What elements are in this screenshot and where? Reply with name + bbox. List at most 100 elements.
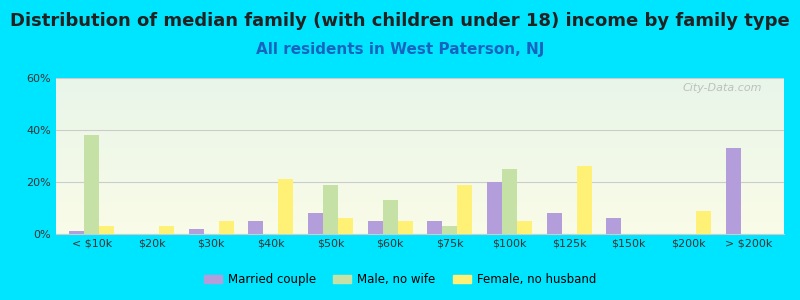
- Bar: [56, 164, 784, 165]
- Bar: [56, 211, 784, 212]
- Bar: [56, 145, 784, 147]
- Bar: [56, 140, 784, 142]
- Bar: [56, 196, 784, 198]
- Bar: [56, 231, 784, 232]
- Bar: [56, 169, 784, 170]
- Bar: [517, 221, 532, 234]
- Bar: [278, 179, 293, 234]
- Bar: [427, 221, 442, 234]
- Bar: [56, 232, 784, 234]
- Bar: [487, 182, 502, 234]
- Bar: [56, 92, 784, 94]
- Bar: [696, 211, 711, 234]
- Bar: [56, 225, 784, 226]
- Bar: [70, 231, 84, 234]
- Bar: [56, 80, 784, 81]
- Bar: [56, 151, 784, 153]
- Bar: [323, 184, 338, 234]
- Bar: [56, 181, 784, 182]
- Bar: [56, 167, 784, 169]
- Bar: [56, 217, 784, 218]
- Bar: [308, 213, 323, 234]
- Bar: [577, 167, 591, 234]
- Bar: [56, 182, 784, 184]
- Bar: [56, 114, 784, 116]
- Bar: [368, 221, 382, 234]
- Bar: [84, 135, 99, 234]
- Bar: [56, 86, 784, 87]
- Text: City-Data.com: City-Data.com: [682, 83, 762, 93]
- Bar: [56, 201, 784, 203]
- Bar: [56, 106, 784, 108]
- Bar: [547, 213, 562, 234]
- Bar: [56, 117, 784, 118]
- Bar: [56, 94, 784, 95]
- Bar: [56, 98, 784, 100]
- Bar: [56, 95, 784, 97]
- Bar: [159, 226, 174, 234]
- Bar: [56, 131, 784, 133]
- Bar: [56, 214, 784, 215]
- Bar: [56, 154, 784, 156]
- Bar: [56, 229, 784, 231]
- Bar: [56, 172, 784, 173]
- Bar: [56, 150, 784, 151]
- Bar: [56, 83, 784, 84]
- Bar: [56, 175, 784, 176]
- Bar: [56, 120, 784, 122]
- Bar: [382, 200, 398, 234]
- Bar: [56, 143, 784, 145]
- Bar: [56, 194, 784, 195]
- Bar: [56, 208, 784, 209]
- Bar: [99, 226, 114, 234]
- Bar: [56, 116, 784, 117]
- Bar: [56, 148, 784, 150]
- Bar: [56, 159, 784, 161]
- Bar: [56, 109, 784, 111]
- Bar: [56, 89, 784, 91]
- Text: All residents in West Paterson, NJ: All residents in West Paterson, NJ: [256, 42, 544, 57]
- Bar: [56, 134, 784, 136]
- Bar: [442, 226, 458, 234]
- Bar: [249, 221, 263, 234]
- Bar: [56, 187, 784, 189]
- Bar: [56, 122, 784, 123]
- Bar: [56, 220, 784, 221]
- Bar: [56, 184, 784, 186]
- Bar: [56, 130, 784, 131]
- Bar: [56, 186, 784, 187]
- Bar: [56, 84, 784, 86]
- Bar: [56, 153, 784, 154]
- Bar: [338, 218, 353, 234]
- Bar: [56, 156, 784, 158]
- Bar: [56, 133, 784, 134]
- Bar: [56, 192, 784, 194]
- Bar: [56, 215, 784, 217]
- Bar: [189, 229, 204, 234]
- Bar: [56, 158, 784, 159]
- Bar: [56, 170, 784, 172]
- Bar: [56, 223, 784, 225]
- Bar: [56, 165, 784, 167]
- Bar: [56, 104, 784, 106]
- Bar: [56, 103, 784, 104]
- Bar: [56, 97, 784, 98]
- Bar: [56, 78, 784, 80]
- Bar: [56, 112, 784, 114]
- Bar: [56, 203, 784, 204]
- Bar: [56, 108, 784, 109]
- Bar: [56, 136, 784, 137]
- Bar: [56, 123, 784, 125]
- Bar: [56, 189, 784, 190]
- Bar: [56, 190, 784, 192]
- Bar: [606, 218, 622, 234]
- Bar: [56, 128, 784, 130]
- Bar: [56, 162, 784, 164]
- Bar: [458, 184, 472, 234]
- Bar: [56, 209, 784, 211]
- Bar: [56, 212, 784, 214]
- Bar: [56, 111, 784, 112]
- Bar: [56, 126, 784, 128]
- Bar: [56, 178, 784, 179]
- Bar: [56, 125, 784, 126]
